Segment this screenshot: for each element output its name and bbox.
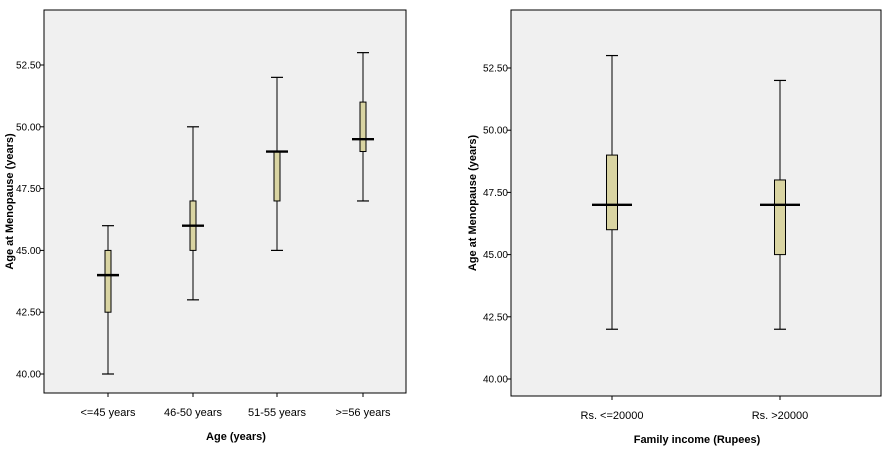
box-3 — [352, 52, 374, 202]
box-iqr — [774, 179, 786, 256]
y-tick-label: 50.00 — [16, 122, 41, 133]
x-axis-title: Family income (Rupees) — [634, 434, 761, 446]
y-tick-label: 42.50 — [483, 312, 508, 323]
x-tick-label: Rs. <=20000 — [581, 410, 644, 422]
y-tick-label: 40.00 — [483, 375, 508, 386]
y-tick-label: 47.50 — [483, 188, 508, 199]
y-tick-label: 40.00 — [16, 370, 41, 381]
box-2 — [266, 76, 288, 251]
box-iqr — [359, 101, 367, 153]
y-tick-label: 42.50 — [16, 308, 41, 319]
x-axis-title: Age (years) — [206, 431, 266, 443]
y-tick-label: 50.00 — [483, 126, 508, 137]
plot-area — [43, 9, 407, 394]
box-1 — [182, 126, 204, 301]
x-tick-label: 51-55 years — [248, 407, 307, 419]
x-tick-label: <=45 years — [80, 407, 136, 419]
box-1 — [760, 79, 800, 330]
box-0 — [592, 54, 632, 330]
x-tick-label: Rs. >20000 — [752, 410, 809, 422]
plot-area — [510, 9, 882, 397]
chart-age-group: 40.00 42.50 45.00 47.50 50.00 52.50 Age at Men… — [4, 9, 407, 443]
y-tick-label: 45.00 — [16, 246, 41, 257]
chart-family-income: 40.00 42.50 45.00 47.50 50.00 52.50 Age at Men… — [467, 9, 882, 446]
box-0 — [97, 225, 119, 375]
y-tick-label: 52.50 — [16, 61, 41, 72]
y-tick-label: 45.00 — [483, 250, 508, 261]
x-tick-label: >=56 years — [335, 407, 391, 419]
x-tick-label: 46-50 years — [164, 407, 223, 419]
y-tick-label: 52.50 — [483, 64, 508, 75]
y-tick-label: 47.50 — [16, 184, 41, 195]
box-iqr — [273, 151, 281, 202]
box-iqr — [104, 249, 112, 313]
box-iqr — [606, 154, 618, 231]
y-axis-title: Age at Menopause (years) — [467, 135, 479, 272]
y-axis-title: Age at Menopause (years) — [4, 133, 16, 270]
